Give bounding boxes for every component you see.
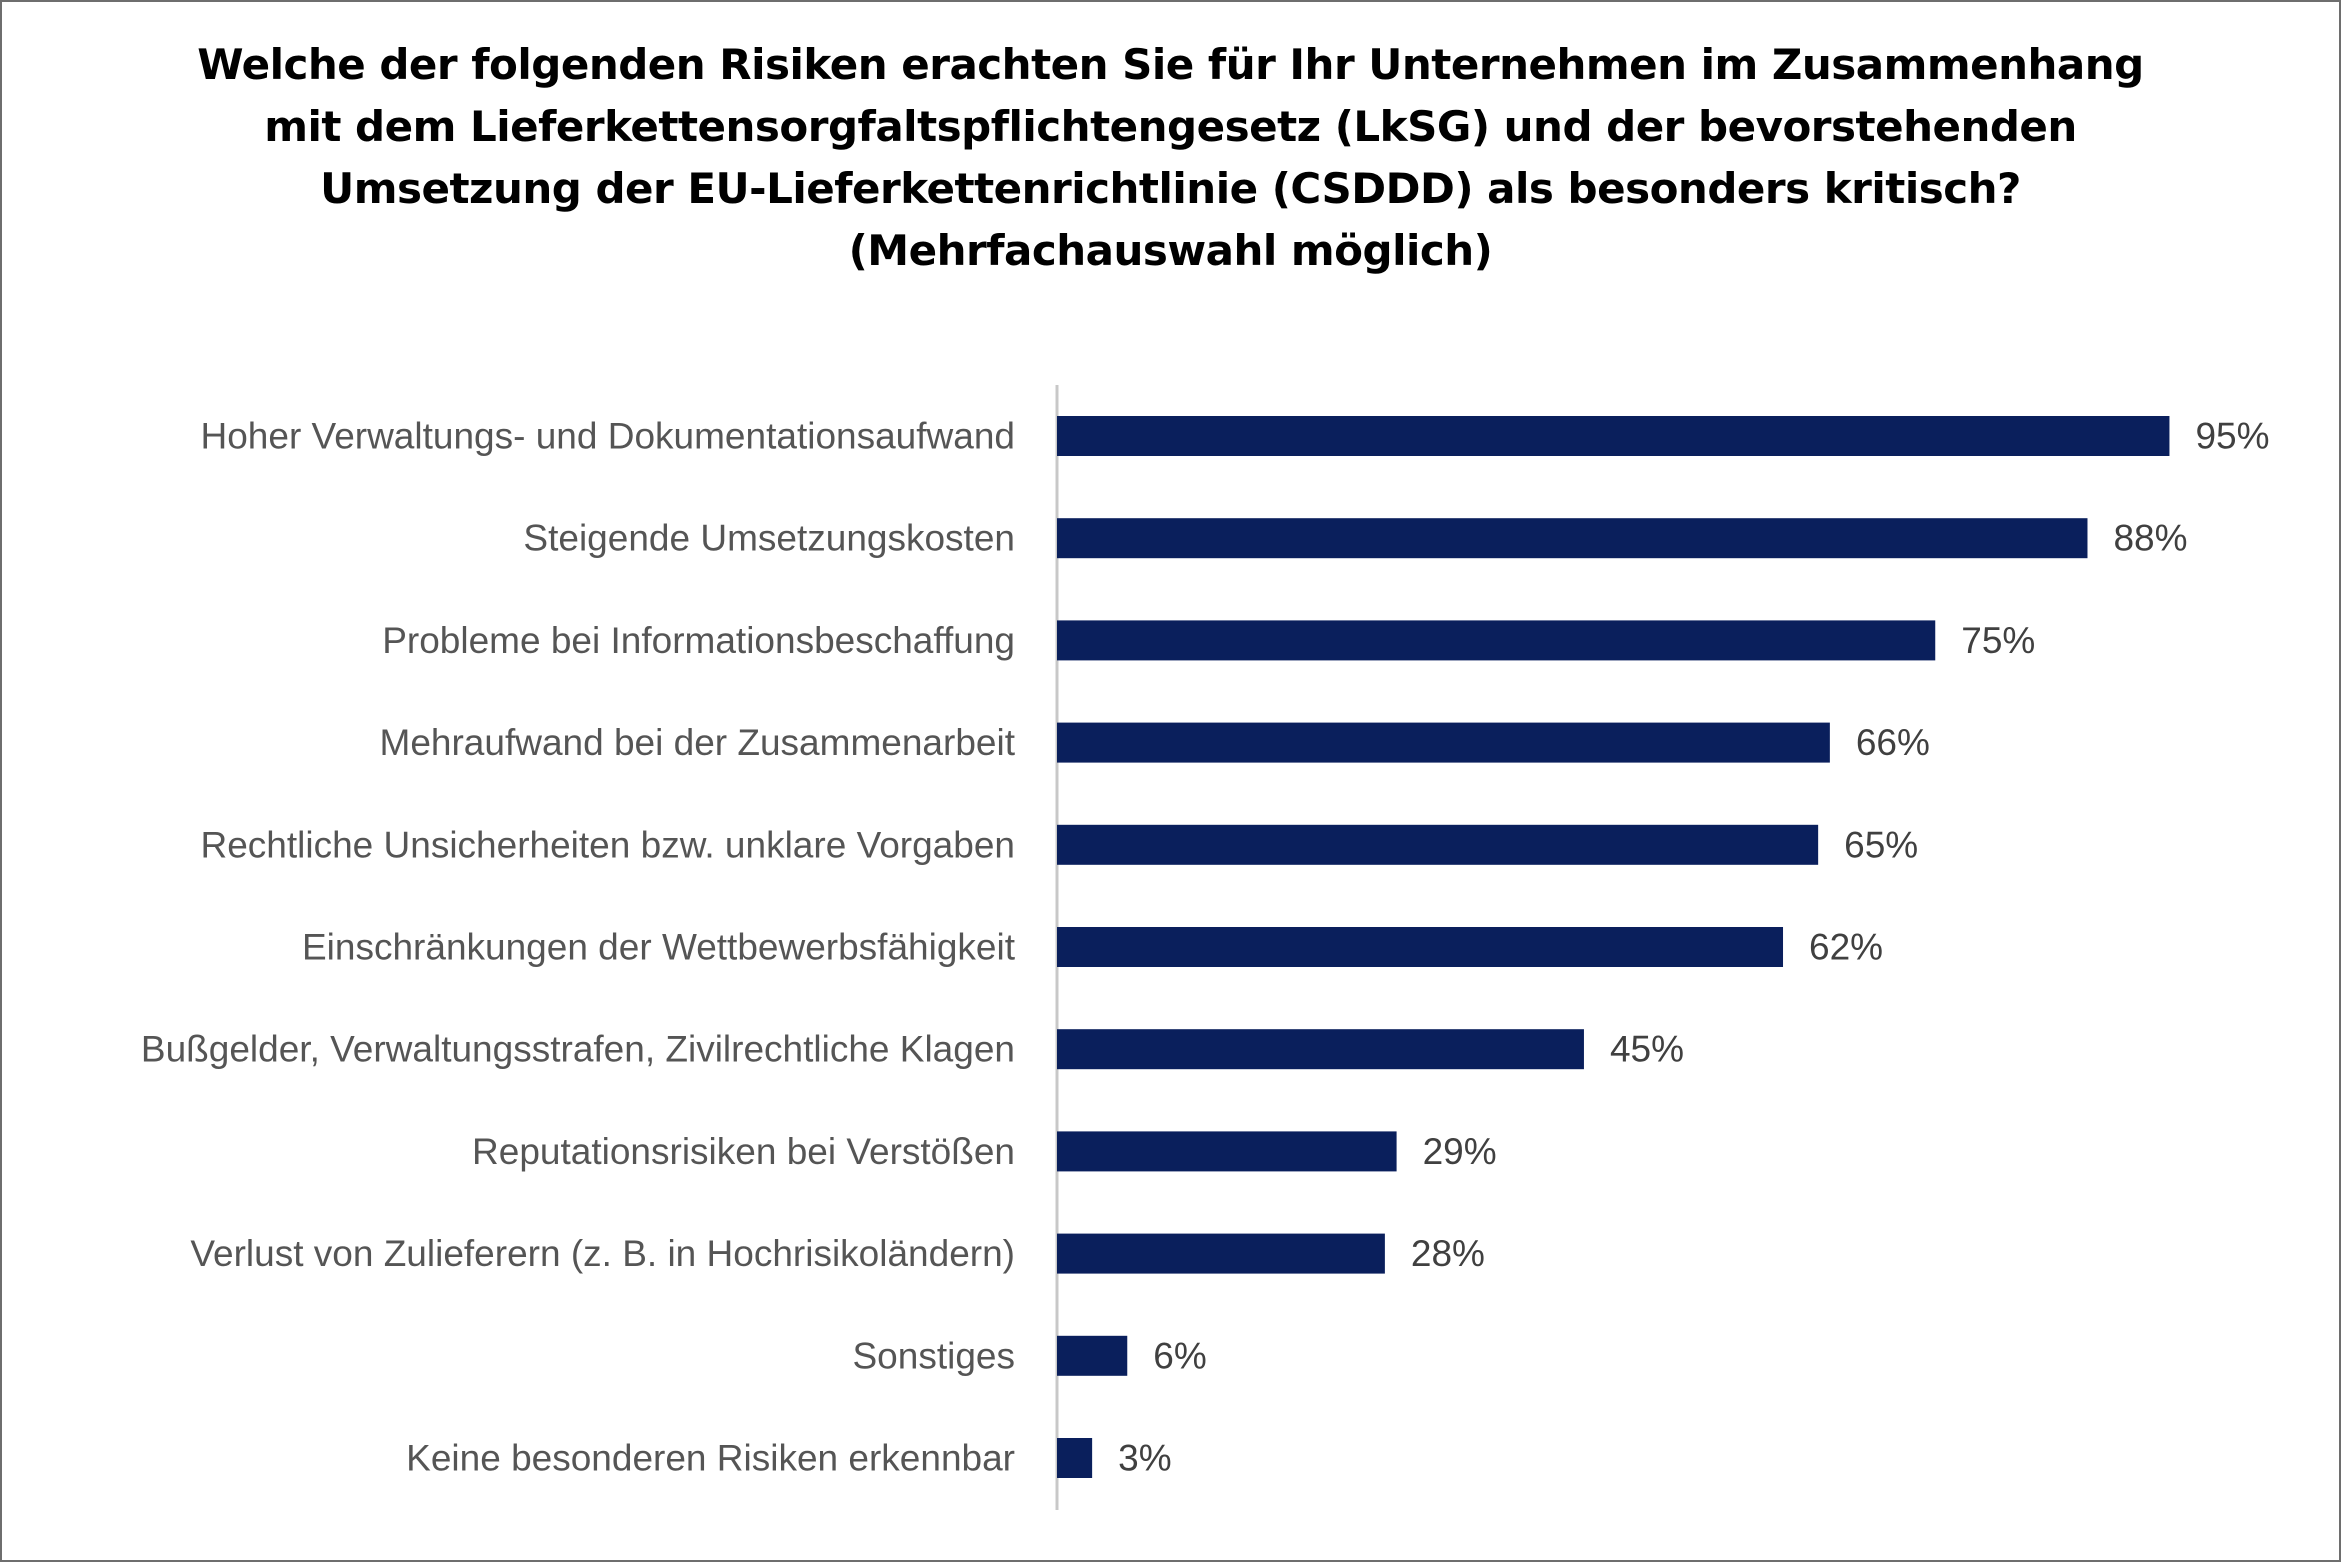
value-label-10: 6% [1153, 1335, 1206, 1376]
bar-7 [1057, 1029, 1584, 1070]
bar-1 [1057, 416, 2170, 456]
chart-title-line-4: (Mehrfachauswahl möglich) [848, 226, 1493, 275]
bar-11 [1057, 1438, 1093, 1478]
value-label-4: 66% [1856, 722, 1930, 763]
category-label-1: Hoher Verwaltungs- und Dokumentationsauf… [201, 416, 1016, 457]
category-label-3: Probleme bei Informationsbeschaffung [382, 620, 1015, 661]
chart-title: Welche der folgenden Risiken erachten Si… [0, 34, 2341, 282]
bar-8 [1057, 1131, 1397, 1172]
value-label-11: 3% [1118, 1438, 1171, 1479]
category-labels-group: Hoher Verwaltungs- und Dokumentationsauf… [141, 416, 1016, 1479]
bar-5 [1057, 824, 1819, 865]
value-label-3: 75% [1961, 620, 2035, 661]
chart-title-line-1: Welche der folgenden Risiken erachten Si… [197, 40, 2144, 89]
value-label-1: 95% [2195, 416, 2269, 457]
bar-3 [1057, 620, 1936, 661]
value-label-8: 29% [1423, 1131, 1497, 1172]
category-label-10: Sonstiges [853, 1335, 1016, 1376]
bar-2 [1057, 518, 2088, 559]
bar-10 [1057, 1335, 1128, 1376]
category-label-5: Rechtliche Unsicherheiten bzw. unklare V… [201, 824, 1016, 865]
category-label-4: Mehraufwand bei der Zusammenarbeit [380, 722, 1016, 763]
category-label-2: Steigende Umsetzungskosten [523, 518, 1015, 559]
bar-6 [1057, 927, 1784, 967]
chart-title-line-2: mit dem Lieferkettensorgfaltspflichtenge… [264, 102, 2077, 151]
value-label-5: 65% [1844, 824, 1918, 865]
value-label-9: 28% [1411, 1233, 1485, 1274]
category-label-8: Reputationsrisiken bei Verstößen [472, 1131, 1015, 1172]
category-label-11: Keine besonderen Risiken erkennbar [406, 1438, 1015, 1479]
value-label-2: 88% [2113, 518, 2187, 559]
category-label-9: Verlust von Zulieferern (z. B. in Hochri… [190, 1233, 1015, 1274]
value-labels-group: 95% 88% 75% 66% 65% 62% 45% 29% 28% 6% 3% [1118, 416, 2269, 1479]
value-label-7: 45% [1610, 1029, 1684, 1070]
category-label-7: Bußgelder, Verwaltungsstrafen, Zivilrech… [141, 1029, 1015, 1070]
bars-group [1057, 416, 2170, 1478]
bar-9 [1057, 1233, 1385, 1274]
value-label-6: 62% [1809, 927, 1883, 968]
chart-title-line-3: Umsetzung der EU-Lieferkettenrichtlinie … [320, 164, 2021, 213]
category-label-6: Einschränkungen der Wettbewerbsfähigkeit [302, 927, 1016, 968]
bar-4 [1057, 722, 1830, 763]
